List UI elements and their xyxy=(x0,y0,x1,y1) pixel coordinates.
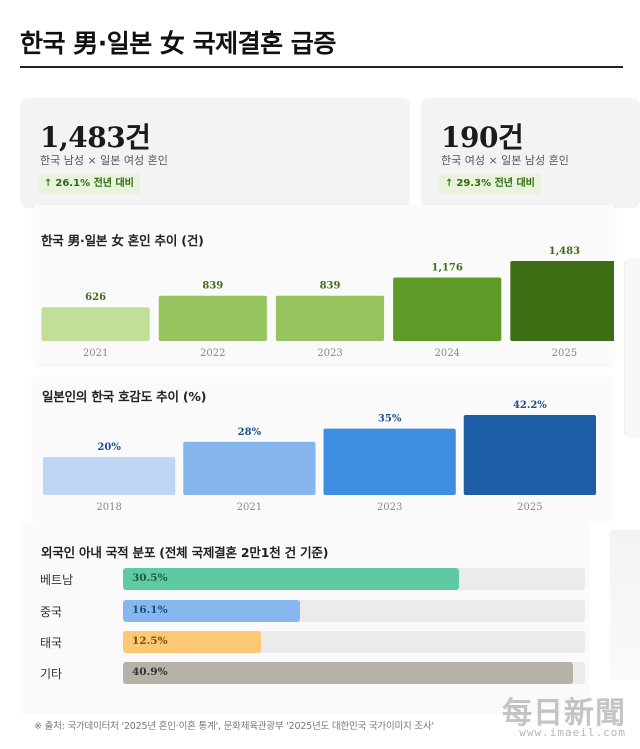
bar-2025 xyxy=(463,415,596,495)
data-label: 28% xyxy=(238,427,262,438)
watermark-logo: 每日新聞 xyxy=(502,696,626,731)
stat-badge: ↑ 29.3% 전년 대비 xyxy=(439,174,541,194)
chart-title: 일본인의 한국 호감도 추이 (%) xyxy=(42,389,207,404)
hbar-row: 중국 16.1% xyxy=(22,600,588,622)
source-note: ※ 출처: 국가데이터처 '2025년 혼인·이혼 통계', 문화체육관광부 '… xyxy=(34,721,434,732)
marriage-trend-panel: 한국 男·일본 女 혼인 추이 (건) 626 2021 839 2022 839 202… xyxy=(34,205,614,365)
data-label: 839 xyxy=(320,281,341,292)
category-label: 베트남 xyxy=(40,573,74,587)
tick-label: 2023 xyxy=(317,348,342,359)
data-label: 626 xyxy=(85,292,106,303)
bar-2022 xyxy=(158,295,267,341)
tick-label: 2022 xyxy=(200,348,225,359)
bar-2024 xyxy=(393,277,502,341)
tick-label: 2024 xyxy=(434,348,459,359)
bar-중국 xyxy=(123,600,301,622)
data-label: 839 xyxy=(202,281,223,292)
nationality-panel: 외국인 아내 국적 분포 (전체 국제결혼 2만1천 건 기준) 베트남 30.5… xyxy=(22,522,588,712)
hbar-row: 베트남 30.5% xyxy=(22,568,588,590)
bar-track: 12.5% xyxy=(123,631,585,653)
hbar-row: 기타 40.9% xyxy=(22,662,588,684)
stat-badge-text: 26.1% 전년 대비 xyxy=(55,178,134,189)
headline: 한국 男·일본 女 국제결혼 급증 xyxy=(20,29,336,58)
category-label: 중국 xyxy=(40,605,63,619)
stat-badge-text: 29.3% 전년 대비 xyxy=(456,178,535,189)
bar-2018 xyxy=(43,457,176,495)
bar-기타 xyxy=(123,662,573,684)
data-label: 20% xyxy=(97,442,121,453)
category-label: 기타 xyxy=(40,667,63,681)
side-panel-edge xyxy=(624,258,640,438)
stat-desc: 한국 여성 × 일본 남성 혼인 xyxy=(441,154,569,167)
bar-2021 xyxy=(41,307,150,341)
chart-title: 한국 男·일본 女 혼인 추이 (건) xyxy=(41,233,204,248)
stat-value: 1,483건 xyxy=(40,121,151,154)
tick-label: 2021 xyxy=(237,502,262,513)
up-arrow-icon: ↑ xyxy=(44,178,53,189)
stat-desc: 한국 남성 × 일본 여성 혼인 xyxy=(40,154,168,167)
stat-card-korean-male: 1,483건 한국 남성 × 일본 여성 혼인 ↑ 26.1% 전년 대비 xyxy=(20,98,410,208)
bar-태국 xyxy=(123,631,261,653)
marriage-trend-chart: 626 2021 839 2022 839 2023 1,176 2024 1,483 2025 xyxy=(41,246,614,359)
bar-track: 16.1% xyxy=(123,600,585,622)
side-panel-edge xyxy=(610,530,640,680)
bar-track: 40.9% xyxy=(123,662,585,684)
bar-2023 xyxy=(323,428,456,495)
bar-베트남 xyxy=(123,568,459,590)
data-label: 16.1% xyxy=(132,604,168,616)
bar-2025 xyxy=(510,261,614,341)
favorability-panel: 일본인의 한국 호감도 추이 (%) 20% 2018 28% 2021 35% 2023… xyxy=(33,377,611,519)
tick-label: 2021 xyxy=(83,348,108,359)
category-label: 태국 xyxy=(40,636,63,650)
data-label: 30.5% xyxy=(132,572,168,584)
data-label: 1,483 xyxy=(549,246,580,257)
stat-value: 190건 xyxy=(441,121,524,154)
data-label: 40.9% xyxy=(132,666,168,678)
watermark: 每日新聞 www.imaeil.com xyxy=(502,688,626,739)
headline-rule xyxy=(20,66,623,68)
bar-track: 30.5% xyxy=(123,568,585,590)
data-label: 1,176 xyxy=(432,263,463,274)
watermark-url: www.imaeil.com xyxy=(519,726,626,739)
tick-label: 2025 xyxy=(552,348,577,359)
favorability-chart: 20% 2018 28% 2021 35% 2023 42.2% 2025 xyxy=(43,400,596,513)
tick-label: 2025 xyxy=(517,502,542,513)
bar-2021 xyxy=(183,441,316,495)
data-label: 12.5% xyxy=(132,635,168,647)
stat-card-korean-female: 190건 한국 여성 × 일본 남성 혼인 ↑ 29.3% 전년 대비 xyxy=(421,98,640,208)
stat-badge: ↑ 26.1% 전년 대비 xyxy=(38,174,140,194)
bar-2023 xyxy=(275,295,385,341)
tick-label: 2018 xyxy=(96,502,121,513)
data-label: 35% xyxy=(378,414,402,425)
up-arrow-icon: ↑ xyxy=(445,178,454,189)
hbar-row: 태국 12.5% xyxy=(22,631,588,653)
data-label: 42.2% xyxy=(513,400,547,411)
chart-title: 외국인 아내 국적 분포 (전체 국제결혼 2만1천 건 기준) xyxy=(41,545,329,560)
tick-label: 2023 xyxy=(377,502,402,513)
